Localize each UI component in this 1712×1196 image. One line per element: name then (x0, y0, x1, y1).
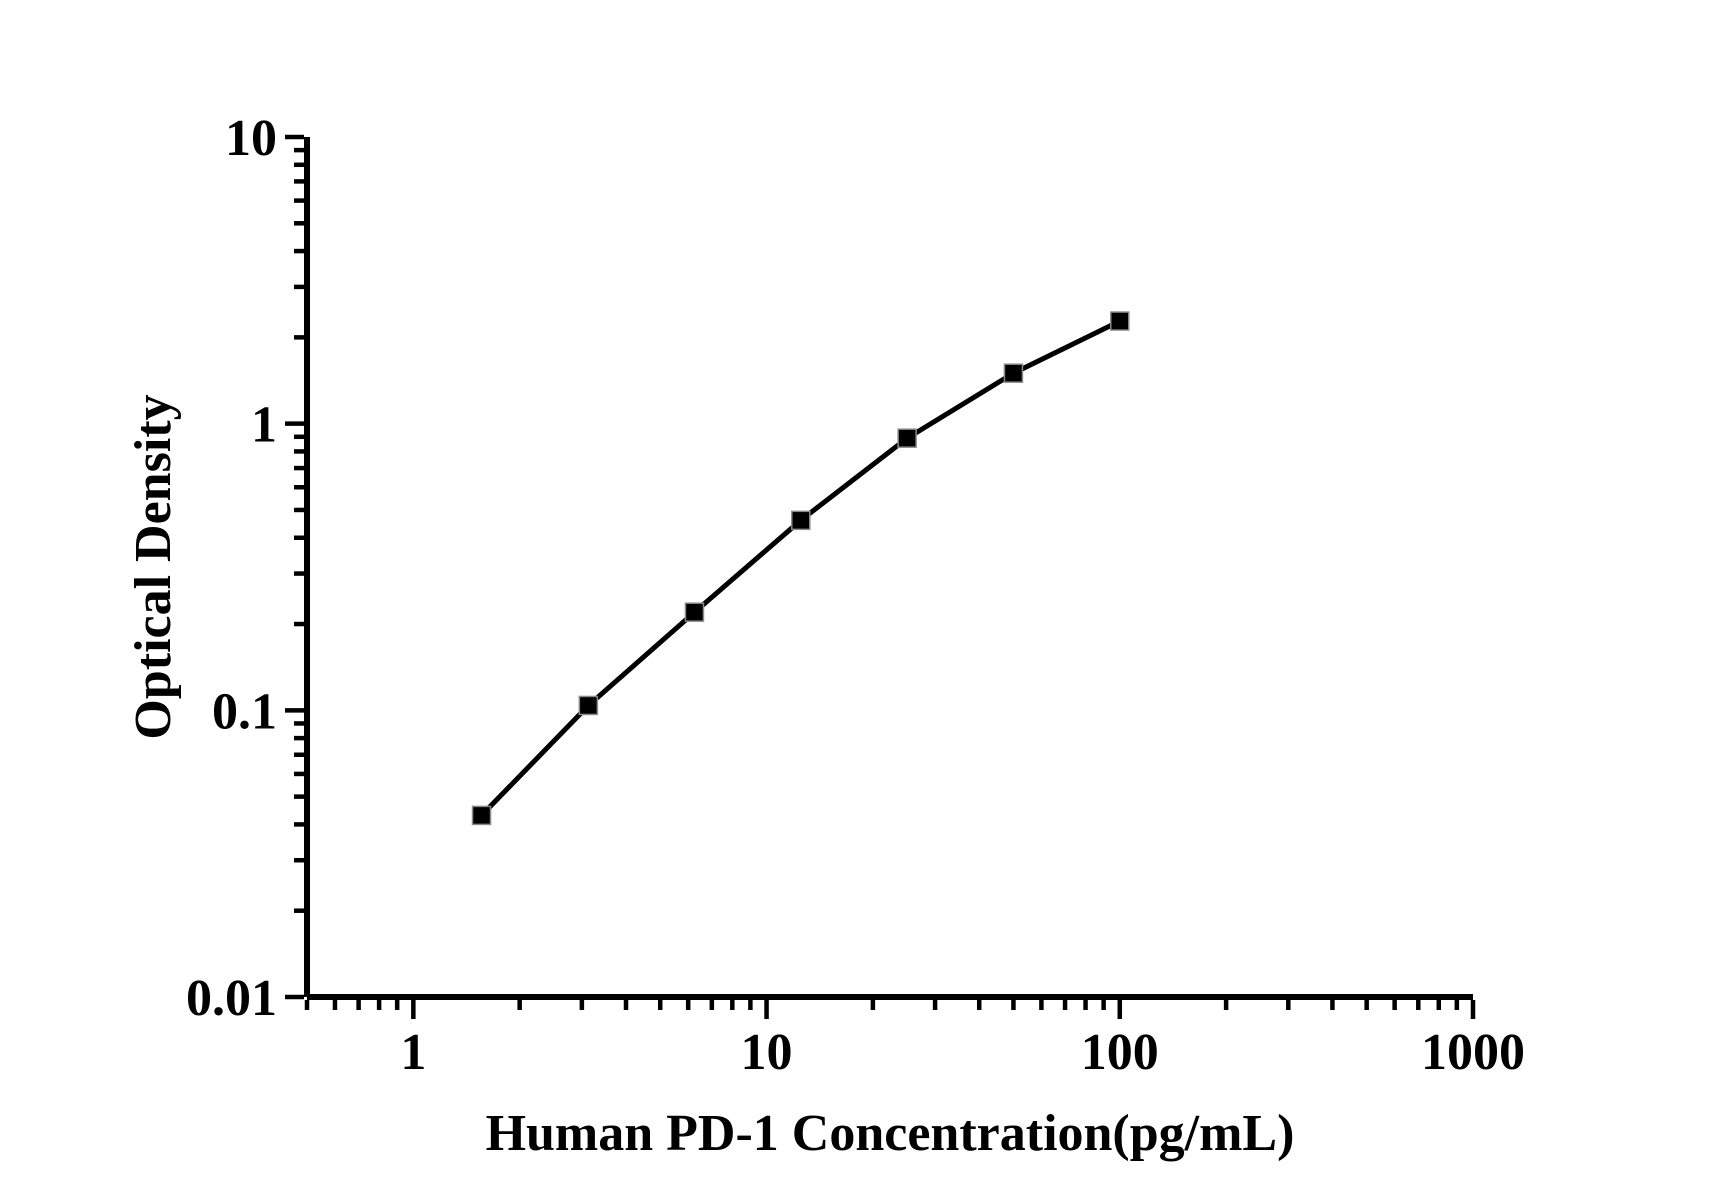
x-tick-label-100: 100 (1081, 1024, 1159, 1081)
x-minor-ticks (304, 1000, 1460, 1010)
y-tick-label-0.01: 0.01 (186, 970, 277, 1027)
data-point-1.56 (471, 805, 492, 826)
data-point-50 (1003, 363, 1024, 383)
axes (304, 137, 1473, 1000)
x-tick-label-1: 1 (400, 1024, 426, 1081)
x-tick-label-1000: 1000 (1421, 1024, 1525, 1081)
data-point-6.25 (684, 602, 705, 622)
y-tick-label-1: 1 (251, 397, 277, 454)
x-tick-label-10: 10 (741, 1024, 793, 1081)
x-axis-label: Human PD-1 Concentration(pg/mL) (486, 1105, 1295, 1162)
x-tick-labels: 1 10 100 1000 (400, 1024, 1525, 1081)
y-tick-labels: 0.01 0.1 1 10 (186, 110, 277, 1027)
data-point-3.13 (578, 695, 599, 716)
y-major-ticks (285, 134, 304, 1000)
y-tick-label-10: 10 (225, 110, 277, 167)
y-axis-label: Optical Density (125, 394, 182, 739)
y-minor-ticks (294, 147, 304, 913)
data-point-25 (897, 428, 917, 448)
x-major-ticks (411, 1000, 1476, 1019)
data-point-12.5 (791, 510, 811, 531)
y-tick-label-0.1: 0.1 (212, 683, 277, 740)
series-standard-curve (471, 311, 1130, 826)
standard-curve-line (479, 318, 1121, 818)
data-point-100 (1110, 311, 1130, 331)
